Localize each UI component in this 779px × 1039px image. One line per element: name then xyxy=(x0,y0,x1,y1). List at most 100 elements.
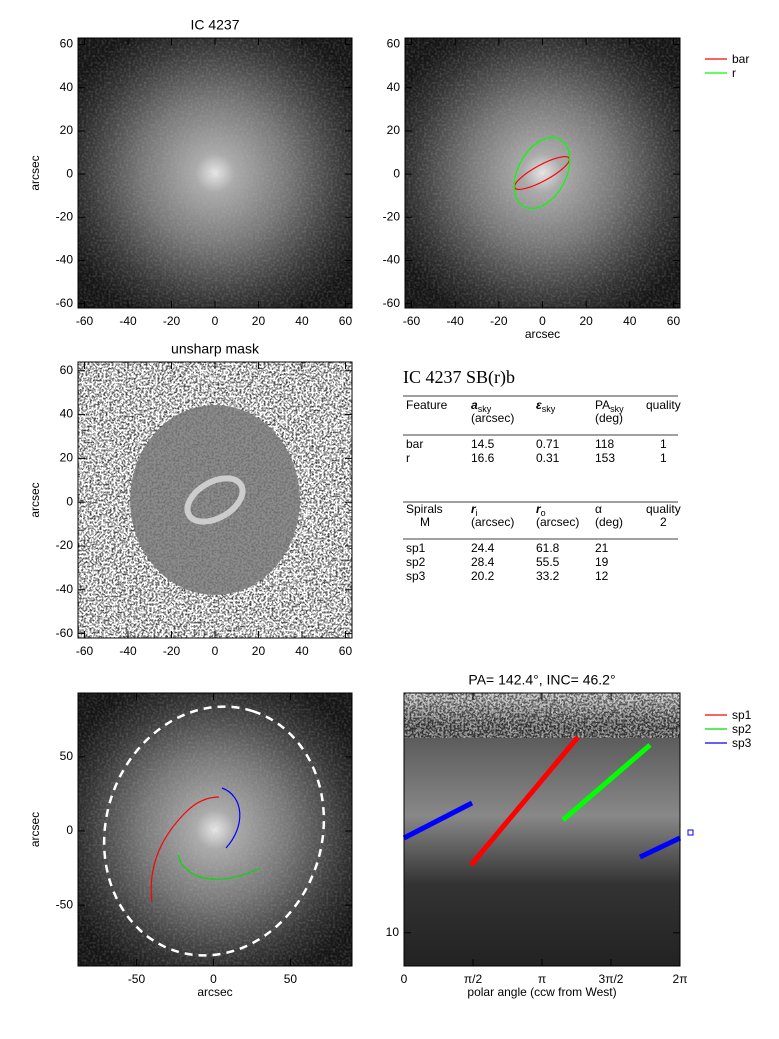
table-cell: 1 xyxy=(660,437,667,451)
table-title: IC 4237 SB(r)b xyxy=(403,367,515,388)
header-text: r xyxy=(471,502,477,516)
x-tick-label: -60 xyxy=(76,644,94,658)
y-tick-label: 60 xyxy=(60,363,74,377)
table-cell: 33.2 xyxy=(536,569,560,583)
y-tick-label: 20 xyxy=(60,451,74,465)
x-axis-label: polar angle (ccw from West) xyxy=(467,985,616,999)
column-header: εsky xyxy=(536,398,556,414)
header-line2: (arcsec) xyxy=(536,515,579,529)
header-sub: i xyxy=(476,508,478,518)
table-cell: 28.4 xyxy=(471,555,495,569)
header-line2: M xyxy=(420,515,430,529)
table-cell: sp3 xyxy=(406,569,426,583)
table-cell: 20.2 xyxy=(471,569,495,583)
x-tick-label: 40 xyxy=(295,314,309,328)
y-tick-label: -40 xyxy=(56,253,74,267)
y-tick-label: 0 xyxy=(393,166,400,180)
polar-noise xyxy=(404,693,680,738)
y-axis-label: arcsec xyxy=(28,812,42,847)
x-tick-label: 0 xyxy=(212,314,219,328)
y-tick-label: 60 xyxy=(387,37,401,51)
column-header: PAsky xyxy=(595,398,624,414)
table-cell: 21 xyxy=(595,541,609,555)
table-cell: sp2 xyxy=(406,555,426,569)
x-tick-label: 0 xyxy=(210,972,217,986)
x-tick-label: π xyxy=(538,972,546,986)
header-text: Spirals xyxy=(406,502,443,516)
spiral-fit xyxy=(561,743,652,822)
header-text: PA xyxy=(595,398,610,412)
header-line2: (deg) xyxy=(595,515,623,529)
x-tick-label: -40 xyxy=(119,644,137,658)
spiral-arc xyxy=(221,787,241,849)
header-line2: (arcsec) xyxy=(471,411,514,425)
x-tick-label: 60 xyxy=(667,314,681,328)
legend-label: sp2 xyxy=(732,722,752,736)
x-tick-label: -40 xyxy=(447,314,465,328)
table-cell: 118 xyxy=(595,437,614,451)
table-cell: 16.6 xyxy=(471,451,495,465)
header-sub: sky xyxy=(610,404,624,414)
panel-images xyxy=(78,38,680,966)
legend-label: sp1 xyxy=(732,708,752,722)
spiral-arc xyxy=(177,854,261,880)
spiral-fit xyxy=(469,735,580,867)
y-axis-label: arcsec xyxy=(28,155,42,190)
x-tick-label: 50 xyxy=(284,972,298,986)
y-tick-label: -20 xyxy=(383,209,401,223)
table-cell: sp1 xyxy=(406,541,426,555)
table: IC 4237 SB(r)b Feature asky(arcsec)εsky PA… xyxy=(403,367,681,583)
y-tick-label: 20 xyxy=(387,123,401,137)
y-tick-label: 60 xyxy=(60,37,74,51)
unsharp-core xyxy=(130,405,300,595)
frame xyxy=(77,692,353,967)
y-tick-label: -60 xyxy=(56,296,74,310)
column-header: asky xyxy=(471,398,492,414)
header-text: α xyxy=(595,502,602,516)
header-line2: (arcsec) xyxy=(471,515,514,529)
column-header: ri xyxy=(471,502,478,518)
x-axis-label: arcsec xyxy=(197,985,232,999)
header-text: a xyxy=(471,398,478,412)
table-cell: 12 xyxy=(595,569,609,583)
y-tick-label: 0 xyxy=(66,166,73,180)
column-header: quality xyxy=(646,502,681,516)
x-axis-label: arcsec xyxy=(525,327,560,341)
header-text: Feature xyxy=(406,398,448,412)
header-sub: o xyxy=(541,508,546,518)
image-noise xyxy=(78,38,352,308)
x-tick-label: 2π xyxy=(673,972,688,986)
x-tick-label: 0 xyxy=(401,972,408,986)
y-tick-label: 20 xyxy=(60,123,74,137)
header-text: r xyxy=(536,502,542,516)
panel-title: unsharp mask xyxy=(171,341,260,357)
table-cell: 24.4 xyxy=(471,541,495,555)
header-text: ε xyxy=(536,398,542,412)
header-line2: (deg) xyxy=(595,411,623,425)
disk-ellipse xyxy=(102,705,326,957)
x-tick-label: -20 xyxy=(490,314,508,328)
x-tick-label: -60 xyxy=(76,314,94,328)
header-text: quality xyxy=(646,398,681,412)
x-tick-label: 60 xyxy=(339,314,353,328)
polar-image xyxy=(404,693,680,966)
image-noise xyxy=(78,693,352,966)
y-tick-label: 0 xyxy=(66,494,73,508)
x-tick-label: -40 xyxy=(119,314,137,328)
table-cell: 55.5 xyxy=(536,555,560,569)
column-header: α xyxy=(595,502,602,516)
x-tick-label: -20 xyxy=(163,314,181,328)
x-tick-label: π/2 xyxy=(464,972,483,986)
spiral-arc xyxy=(150,796,220,903)
image-noise xyxy=(405,38,680,308)
column-header: Feature xyxy=(406,398,448,412)
table-cell: 1 xyxy=(660,451,667,465)
y-tick-label: -40 xyxy=(383,253,401,267)
column-header: quality xyxy=(646,398,681,412)
header-line2: 2 xyxy=(660,515,667,529)
x-tick-label: -60 xyxy=(403,314,421,328)
y-tick-label: -20 xyxy=(56,538,74,552)
table-cell: 153 xyxy=(595,451,615,465)
